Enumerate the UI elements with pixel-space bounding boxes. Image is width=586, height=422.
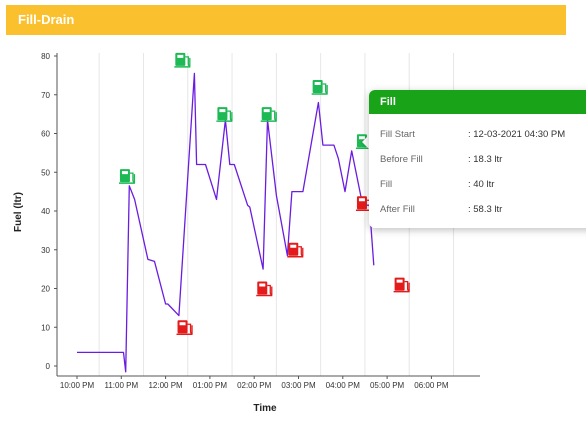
y-tick-label: 0	[46, 362, 51, 371]
fuel-markers	[118, 52, 410, 335]
fill-marker-icon[interactable]	[174, 52, 191, 68]
tooltip-pointer	[362, 135, 369, 149]
fill-marker-icon[interactable]	[216, 107, 233, 122]
tooltip-value-fill: : 40 ltr	[468, 179, 495, 190]
tooltip-label-fill-start: Fill Start	[380, 129, 415, 140]
drain-marker-icon[interactable]	[256, 281, 273, 297]
x-tick-label: 10:00 PM	[60, 381, 95, 390]
x-tick-label: 03:00 PM	[281, 381, 316, 390]
drain-marker-icon[interactable]	[176, 320, 193, 335]
fill-marker-icon[interactable]	[260, 107, 277, 122]
fill-marker-icon[interactable]	[311, 80, 328, 95]
fill-marker-icon[interactable]	[118, 169, 136, 184]
y-tick-label: 10	[41, 323, 50, 332]
x-tick-label: 02:00 PM	[237, 381, 272, 390]
tooltip-label-before-fill: Before Fill	[380, 154, 423, 165]
x-tick-label: 04:00 PM	[326, 381, 361, 390]
tooltip-title: Fill	[369, 90, 586, 114]
y-tick-label: 80	[41, 52, 50, 61]
fuel-line	[77, 72, 375, 373]
y-tick-label: 40	[41, 207, 50, 216]
fill-tooltip: Fill Fill Start : 12-03-2021 04:30 PM Be…	[369, 90, 586, 228]
tooltip-value-before-fill: : 18.3 ltr	[468, 154, 503, 165]
panel-title: Fill-Drain	[18, 12, 75, 27]
x-tick-label: 01:00 PM	[193, 381, 228, 390]
tooltip-label-fill: Fill	[380, 179, 393, 190]
fuel-series	[77, 72, 375, 373]
tooltip-value-after-fill: : 58.3 ltr	[468, 204, 503, 215]
x-tick-label: 12:00 PM	[148, 381, 183, 390]
y-axis-label: Fuel (ltr)	[13, 192, 24, 232]
panel-header: Fill-Drain	[6, 5, 566, 35]
drain-marker-icon[interactable]	[393, 277, 410, 293]
y-tick-label: 60	[41, 130, 50, 139]
x-tick-label: 11:00 PM	[104, 381, 138, 390]
x-axis-label: Time	[253, 403, 277, 414]
y-tick-label: 20	[41, 285, 50, 294]
x-tick-label: 05:00 PM	[370, 381, 405, 390]
y-tick-label: 30	[41, 246, 50, 255]
x-tick-label: 06:00 PM	[414, 381, 449, 390]
y-axis: 0 10 20 30 40 50 60 70 80	[41, 52, 58, 376]
tooltip-label-after-fill: After Fill	[380, 204, 415, 215]
x-axis: 10:00 PM 11:00 PM 12:00 PM 01:00 PM 02:00 PM…	[57, 375, 480, 390]
drain-marker-icon[interactable]	[287, 242, 304, 258]
y-tick-label: 70	[41, 91, 50, 100]
tooltip-value-fill-start: : 12-03-2021 04:30 PM	[468, 129, 566, 140]
y-tick-label: 50	[41, 168, 50, 177]
